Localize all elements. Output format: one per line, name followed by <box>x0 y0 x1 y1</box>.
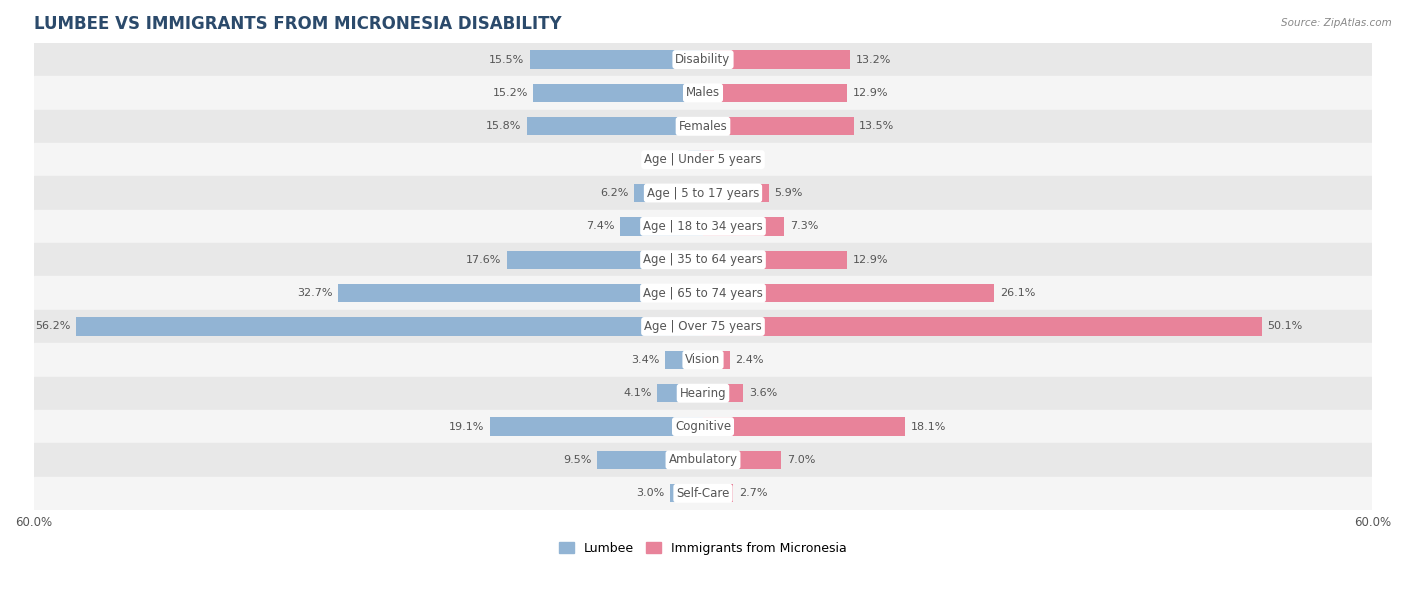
Bar <box>34 410 1372 443</box>
Text: 32.7%: 32.7% <box>297 288 333 298</box>
Text: LUMBEE VS IMMIGRANTS FROM MICRONESIA DISABILITY: LUMBEE VS IMMIGRANTS FROM MICRONESIA DIS… <box>34 15 561 33</box>
Text: 26.1%: 26.1% <box>1000 288 1035 298</box>
Text: Self-Care: Self-Care <box>676 487 730 500</box>
Text: Cognitive: Cognitive <box>675 420 731 433</box>
Bar <box>34 43 1372 76</box>
Text: 3.4%: 3.4% <box>631 355 659 365</box>
Text: 1.3%: 1.3% <box>655 155 683 165</box>
Bar <box>34 76 1372 110</box>
Text: 12.9%: 12.9% <box>852 255 889 265</box>
Bar <box>34 110 1372 143</box>
Bar <box>533 84 703 102</box>
Text: Hearing: Hearing <box>679 387 727 400</box>
Text: 13.2%: 13.2% <box>856 54 891 65</box>
Text: 13.5%: 13.5% <box>859 121 894 132</box>
Bar <box>703 317 1263 335</box>
Text: 5.9%: 5.9% <box>775 188 803 198</box>
Bar <box>703 384 744 402</box>
Text: 56.2%: 56.2% <box>35 321 70 332</box>
Bar <box>34 277 1372 310</box>
Bar <box>669 484 703 502</box>
Bar <box>703 417 905 436</box>
Text: 15.5%: 15.5% <box>489 54 524 65</box>
Text: Age | 65 to 74 years: Age | 65 to 74 years <box>643 286 763 300</box>
Text: Disability: Disability <box>675 53 731 66</box>
Text: Age | Under 5 years: Age | Under 5 years <box>644 153 762 166</box>
Bar <box>76 317 703 335</box>
Bar <box>703 284 994 302</box>
Bar <box>34 210 1372 243</box>
Bar <box>34 376 1372 410</box>
Text: Age | 18 to 34 years: Age | 18 to 34 years <box>643 220 763 233</box>
Text: 3.0%: 3.0% <box>636 488 664 498</box>
Bar <box>530 50 703 69</box>
Text: 19.1%: 19.1% <box>449 422 484 431</box>
Text: 7.3%: 7.3% <box>790 222 818 231</box>
Bar <box>34 477 1372 510</box>
Bar <box>598 451 703 469</box>
Text: 7.4%: 7.4% <box>586 222 614 231</box>
Bar <box>703 117 853 135</box>
Text: Males: Males <box>686 86 720 99</box>
Bar <box>34 443 1372 477</box>
Bar <box>703 351 730 369</box>
Bar <box>34 343 1372 376</box>
Bar <box>506 250 703 269</box>
Bar <box>34 176 1372 210</box>
Text: Vision: Vision <box>685 353 721 367</box>
Text: 9.5%: 9.5% <box>562 455 592 465</box>
Text: 7.0%: 7.0% <box>787 455 815 465</box>
Bar <box>703 151 714 169</box>
Text: 1.0%: 1.0% <box>720 155 748 165</box>
Bar <box>703 184 769 202</box>
Bar <box>665 351 703 369</box>
Bar <box>689 151 703 169</box>
Text: Source: ZipAtlas.com: Source: ZipAtlas.com <box>1281 18 1392 28</box>
Bar <box>703 50 851 69</box>
Bar <box>703 217 785 236</box>
Bar <box>489 417 703 436</box>
Text: 17.6%: 17.6% <box>465 255 501 265</box>
Text: 15.8%: 15.8% <box>485 121 522 132</box>
Bar <box>34 243 1372 277</box>
Bar <box>620 217 703 236</box>
Bar <box>703 484 733 502</box>
Bar <box>34 310 1372 343</box>
Bar <box>527 117 703 135</box>
Text: 12.9%: 12.9% <box>852 88 889 98</box>
Text: 15.2%: 15.2% <box>492 88 527 98</box>
Bar <box>339 284 703 302</box>
Bar <box>703 84 846 102</box>
Bar <box>703 451 782 469</box>
Text: Age | 35 to 64 years: Age | 35 to 64 years <box>643 253 763 266</box>
Text: 4.1%: 4.1% <box>623 388 651 398</box>
Text: 2.4%: 2.4% <box>735 355 763 365</box>
Text: 6.2%: 6.2% <box>600 188 628 198</box>
Text: 3.6%: 3.6% <box>749 388 778 398</box>
Text: Age | 5 to 17 years: Age | 5 to 17 years <box>647 187 759 200</box>
Text: 2.7%: 2.7% <box>738 488 768 498</box>
Text: Ambulatory: Ambulatory <box>668 453 738 466</box>
Legend: Lumbee, Immigrants from Micronesia: Lumbee, Immigrants from Micronesia <box>554 537 852 560</box>
Text: Age | Over 75 years: Age | Over 75 years <box>644 320 762 333</box>
Text: Females: Females <box>679 120 727 133</box>
Text: 18.1%: 18.1% <box>911 422 946 431</box>
Bar <box>657 384 703 402</box>
Text: 50.1%: 50.1% <box>1268 321 1303 332</box>
Bar <box>703 250 846 269</box>
Bar <box>34 143 1372 176</box>
Bar <box>634 184 703 202</box>
